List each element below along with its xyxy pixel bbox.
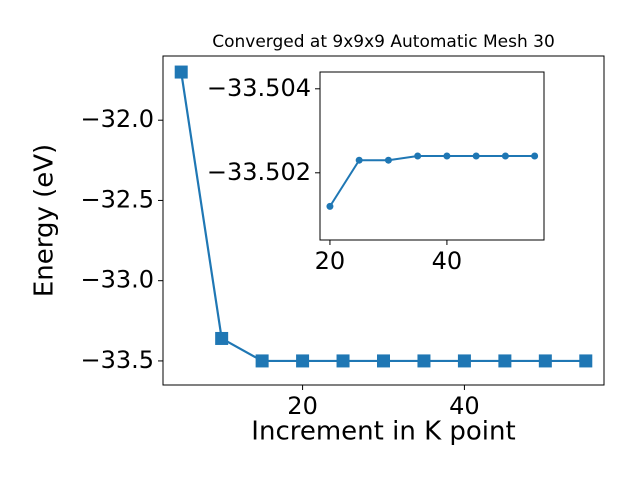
- point: [501, 152, 509, 160]
- point: [336, 354, 350, 368]
- chart-title: Converged at 9x9x9 Automatic Mesh 30: [212, 32, 555, 52]
- y-tick-label: −32.5: [80, 185, 154, 213]
- point: [472, 152, 480, 160]
- y-tick-label: −33.504: [207, 74, 311, 102]
- point: [531, 152, 539, 160]
- point: [384, 156, 392, 164]
- point: [443, 152, 451, 160]
- x-tick-label: 40: [449, 392, 480, 420]
- y-tick-label: −33.502: [207, 158, 311, 186]
- point: [296, 354, 310, 368]
- point: [174, 65, 188, 79]
- y-tick-label: −33.0: [80, 266, 154, 294]
- point: [538, 354, 552, 368]
- x-tick-label: 40: [432, 247, 463, 275]
- y-tick-label: −33.5: [80, 346, 154, 374]
- point: [457, 354, 471, 368]
- point: [498, 354, 512, 368]
- point: [414, 152, 422, 160]
- point: [215, 331, 229, 345]
- x-axis-label: Increment in K point: [251, 417, 515, 447]
- y-tick-label: −32.0: [80, 105, 154, 133]
- point: [417, 354, 431, 368]
- point: [355, 156, 363, 164]
- point: [326, 202, 334, 210]
- point: [255, 354, 269, 368]
- series-line: [329, 155, 535, 207]
- y-axis-label: Energy (eV): [30, 144, 60, 297]
- point: [579, 354, 593, 368]
- x-tick-label: 20: [315, 247, 346, 275]
- point: [377, 354, 390, 368]
- x-tick-label: 20: [287, 392, 318, 420]
